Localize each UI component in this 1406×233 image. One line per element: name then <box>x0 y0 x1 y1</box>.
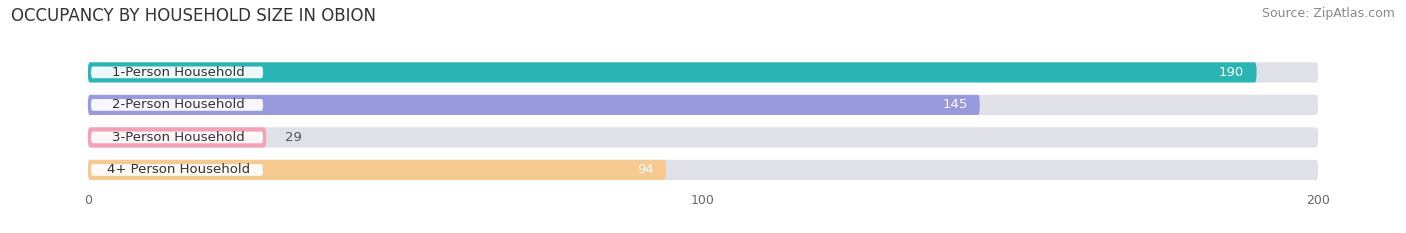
Text: 29: 29 <box>285 131 302 144</box>
FancyBboxPatch shape <box>87 95 980 115</box>
FancyBboxPatch shape <box>91 132 263 143</box>
FancyBboxPatch shape <box>91 99 263 111</box>
Text: 3-Person Household: 3-Person Household <box>112 131 245 144</box>
FancyBboxPatch shape <box>87 127 1319 147</box>
FancyBboxPatch shape <box>87 62 1257 82</box>
FancyBboxPatch shape <box>91 67 263 78</box>
FancyBboxPatch shape <box>87 160 1319 180</box>
FancyBboxPatch shape <box>91 164 263 176</box>
Text: OCCUPANCY BY HOUSEHOLD SIZE IN OBION: OCCUPANCY BY HOUSEHOLD SIZE IN OBION <box>11 7 377 25</box>
Text: 2-Person Household: 2-Person Household <box>112 98 245 111</box>
Text: 1-Person Household: 1-Person Household <box>112 66 245 79</box>
Text: 4+ Person Household: 4+ Person Household <box>107 163 250 176</box>
FancyBboxPatch shape <box>87 95 1319 115</box>
Text: 190: 190 <box>1219 66 1244 79</box>
Text: Source: ZipAtlas.com: Source: ZipAtlas.com <box>1261 7 1395 20</box>
FancyBboxPatch shape <box>87 160 666 180</box>
Text: 94: 94 <box>637 163 654 176</box>
FancyBboxPatch shape <box>87 127 266 147</box>
FancyBboxPatch shape <box>87 62 1319 82</box>
Text: 145: 145 <box>942 98 967 111</box>
